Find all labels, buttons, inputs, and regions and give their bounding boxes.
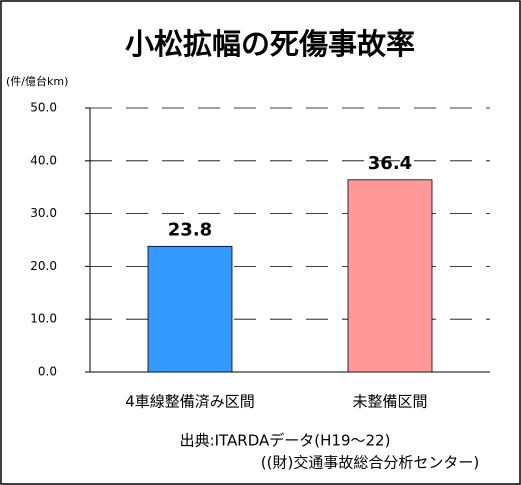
source: ((財)交通事故総合分析センター)	[261, 454, 479, 472]
y-unit: (件/億台km)	[6, 74, 68, 88]
x-tick-label: 4車線整備済み区間	[125, 393, 255, 411]
source: 出典:ITARDAデータ(H19～22)	[180, 432, 391, 450]
y-tick-label: 30.0	[30, 206, 57, 220]
y-tick-label: 0.0	[38, 365, 57, 379]
value-label: 23.8	[168, 219, 212, 240]
y-tick-label: 40.0	[30, 153, 57, 167]
bar	[347, 179, 433, 373]
chart-title: 小松拡幅の死傷事故率	[125, 27, 415, 61]
y-tick-label: 50.0	[30, 101, 57, 115]
bar	[147, 245, 233, 373]
value-label: 36.4	[368, 153, 412, 174]
y-tick-label: 20.0	[30, 259, 57, 273]
y-tick-label: 10.0	[30, 312, 57, 326]
x-tick-label: 未整備区間	[352, 393, 427, 411]
